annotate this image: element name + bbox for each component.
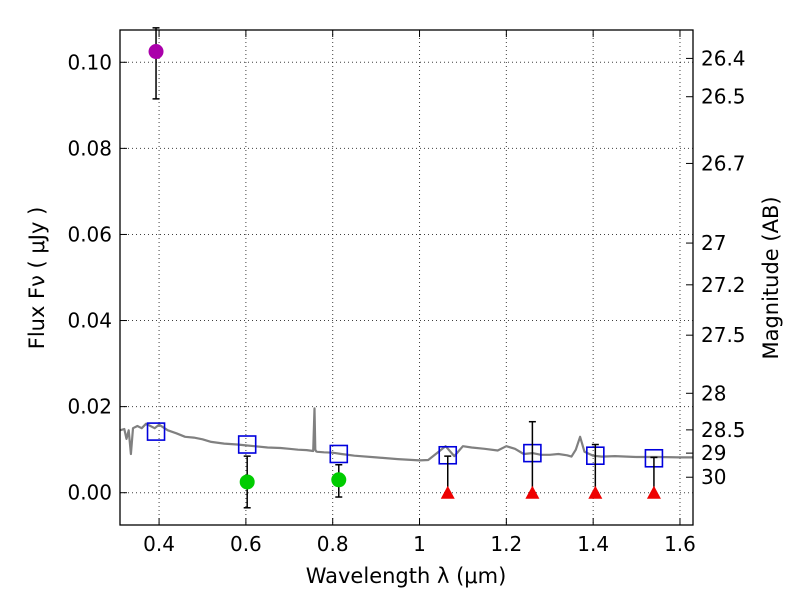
mag-tick-label: 26.7 bbox=[701, 151, 746, 175]
grid-lines bbox=[120, 30, 693, 525]
x-tick-label: 0.6 bbox=[230, 532, 262, 556]
mag-tick-label: 27.5 bbox=[701, 323, 746, 347]
model-spectrum-line bbox=[119, 407, 693, 462]
y-axis-label: Flux Fν ( μJy ) bbox=[25, 207, 49, 350]
upper-limit-triangle bbox=[588, 485, 603, 499]
y-tick-label: 0.10 bbox=[67, 50, 112, 74]
error-bar bbox=[591, 443, 599, 494]
error-bar bbox=[528, 420, 536, 494]
x-axis-label: Wavelength λ (μm) bbox=[306, 564, 507, 588]
mag-tick-label: 26.4 bbox=[701, 46, 746, 70]
upper-limit-triangle bbox=[525, 485, 540, 499]
flux-point bbox=[239, 474, 255, 490]
tick-layer: 0.4 0.6 0.8 1 1.2 1.4 1.6 0.00 0.02 0.04 0.06 0.08 0… bbox=[67, 30, 746, 556]
model-photometry-square bbox=[146, 422, 166, 441]
mag-tick-label: 26.5 bbox=[701, 85, 746, 109]
mag-tick-label: 29 bbox=[701, 441, 726, 465]
upper-limit-triangle bbox=[440, 485, 455, 499]
x-tick-label: 1.6 bbox=[664, 532, 696, 556]
flux-point bbox=[331, 472, 347, 488]
x-tick-label: 1.2 bbox=[490, 532, 522, 556]
mag-tick-label: 28.5 bbox=[701, 418, 746, 442]
x-tick-label: 1 bbox=[413, 532, 426, 556]
x-tick-label: 0.4 bbox=[143, 532, 175, 556]
plot-frame bbox=[119, 29, 694, 526]
mag-tick-label: 27 bbox=[701, 231, 726, 255]
flux-point bbox=[148, 44, 164, 60]
model-layer bbox=[119, 407, 693, 468]
y-tick-label: 0.00 bbox=[67, 481, 112, 505]
error-bar bbox=[152, 27, 160, 100]
mag-tick-label: 27.2 bbox=[701, 273, 746, 297]
right-y-axis-label: Magnitude (AB) bbox=[759, 196, 783, 359]
y-tick-label: 0.02 bbox=[67, 395, 112, 419]
y-tick-label: 0.08 bbox=[67, 136, 112, 160]
mag-tick-label: 28 bbox=[701, 381, 726, 405]
model-photometry-square bbox=[237, 435, 257, 454]
x-tick-label: 0.8 bbox=[317, 532, 349, 556]
mag-tick-label: 30 bbox=[701, 465, 726, 489]
y-tick-label: 0.04 bbox=[67, 309, 112, 333]
upper-limit-triangle bbox=[646, 485, 661, 499]
model-photometry-square bbox=[329, 444, 349, 464]
y-tick-label: 0.06 bbox=[67, 222, 112, 246]
data-layer bbox=[148, 27, 661, 509]
x-tick-label: 1.4 bbox=[577, 532, 609, 556]
